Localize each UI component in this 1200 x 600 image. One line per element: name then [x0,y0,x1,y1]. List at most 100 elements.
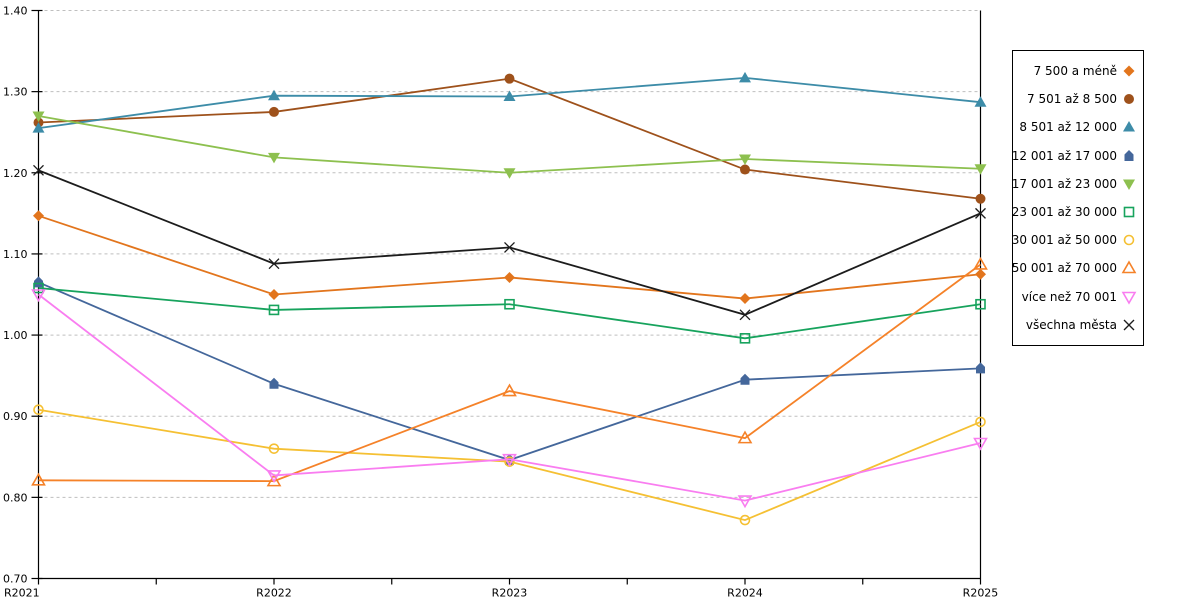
series-marker [34,276,43,288]
legend-item-0: 7 500 a méně [1017,58,1137,84]
series-marker [1123,234,1135,246]
series-line [38,287,981,340]
series-line [37,293,981,502]
y-tick-label: 1.00 [3,329,28,342]
series-marker [1123,121,1135,132]
series-marker [266,470,282,484]
x-tick-label: R2022 [256,587,292,600]
series-marker [739,71,751,83]
legend-item-label: všechna města [1025,317,1117,332]
y-tick-label: 1.10 [3,248,28,261]
series-marker [268,443,280,454]
series-marker [268,258,280,270]
series-marker [268,289,280,300]
series-marker [739,514,751,526]
x-tick-label: R2024 [727,587,763,600]
series-marker [33,404,44,416]
series-marker [737,430,753,444]
series-marker [739,154,751,165]
series-marker [269,377,279,389]
series-marker [739,333,751,344]
series-marker [504,73,515,84]
series-marker [1123,179,1135,190]
legend-item-label: 12 001 až 17 000 [1011,148,1117,163]
y-tick-label: 0.90 [3,410,28,423]
series-line [38,76,981,130]
legend-item-1: 7 501 až 8 500 [1017,86,1137,112]
series-marker [737,495,753,509]
legend-item-8: více než 70 001 [1017,284,1137,310]
series-marker [266,473,282,487]
series-marker [33,210,44,222]
series-marker [268,89,280,101]
series-marker [504,298,515,310]
legend-item-label: 50 001 až 70 000 [1011,261,1117,276]
series-marker [1123,206,1135,218]
legend-marker-icon [1123,179,1135,190]
series-marker [975,193,986,204]
y-tick-label: 1.30 [3,86,28,99]
series-marker [975,298,986,310]
legend-marker-icon [1121,260,1137,274]
legend-item-2: 8 501 až 12 000 [1017,114,1137,140]
legend-item-label: 7 501 až 8 500 [1027,92,1117,107]
legend-marker-icon [1121,291,1137,305]
x-tick-label: R2021 [4,587,40,600]
series-marker [976,362,985,374]
legend-item-label: 8 501 až 12 000 [1019,120,1117,135]
series-marker [503,168,516,179]
legend-item-label: 7 500 a méně [1033,64,1117,79]
series-marker [502,383,517,397]
legend-marker-icon [1124,149,1134,161]
series-line [38,115,981,174]
y-tick-label: 0.80 [3,491,28,504]
series-8 [31,289,988,509]
legend-item-label: 17 001 až 23 000 [1011,176,1117,191]
series-marker [975,207,986,219]
series-marker [33,164,44,176]
series-marker [1124,149,1134,161]
series-line [38,169,981,316]
x-tick-label: R2023 [492,587,528,600]
series-marker [504,271,515,283]
series-marker [269,106,279,117]
series-marker [268,304,280,316]
legend-item-6: 30 001 až 50 000 [1012,227,1137,253]
series-marker [31,289,46,303]
series-marker [974,96,987,107]
chart-legend: 7 500 a méně 7 501 až 8 500 8 501 až 12 00… [1012,50,1144,346]
series-marker [975,268,986,280]
series-marker [1123,319,1135,331]
legend-item-label: 30 001 až 50 000 [1011,233,1117,248]
series-line [38,408,981,522]
series-marker [32,111,45,122]
series-marker [268,152,280,164]
legend-marker-icon [1123,319,1135,331]
series-9 [33,164,986,321]
series-marker [502,453,517,467]
y-tick-label: 1.20 [3,167,28,180]
series-marker [975,416,986,428]
series-marker [31,472,46,486]
series-marker [1121,260,1137,274]
series-marker [740,164,750,175]
series-marker [1123,65,1135,77]
legend-item-5: 23 001 až 30 000 [1012,199,1137,225]
legend-marker-icon [1123,65,1135,77]
legend-item-7: 50 001 až 70 000 [1012,255,1137,281]
series-line [38,214,981,300]
legend-marker-icon [1123,206,1135,218]
series-marker [504,241,515,253]
series-marker [503,90,516,102]
legend-item-label: více než 70 001 [1021,289,1117,304]
series-marker [739,309,751,321]
series-marker [1124,94,1134,105]
y-tick-label: 1.40 [3,5,28,18]
series-line [38,263,982,483]
legend-item-3: 12 001 až 17 000 [1012,143,1137,169]
series-5 [33,282,986,344]
series-marker [32,122,45,133]
series-marker [974,164,987,175]
series-1 [33,73,986,204]
